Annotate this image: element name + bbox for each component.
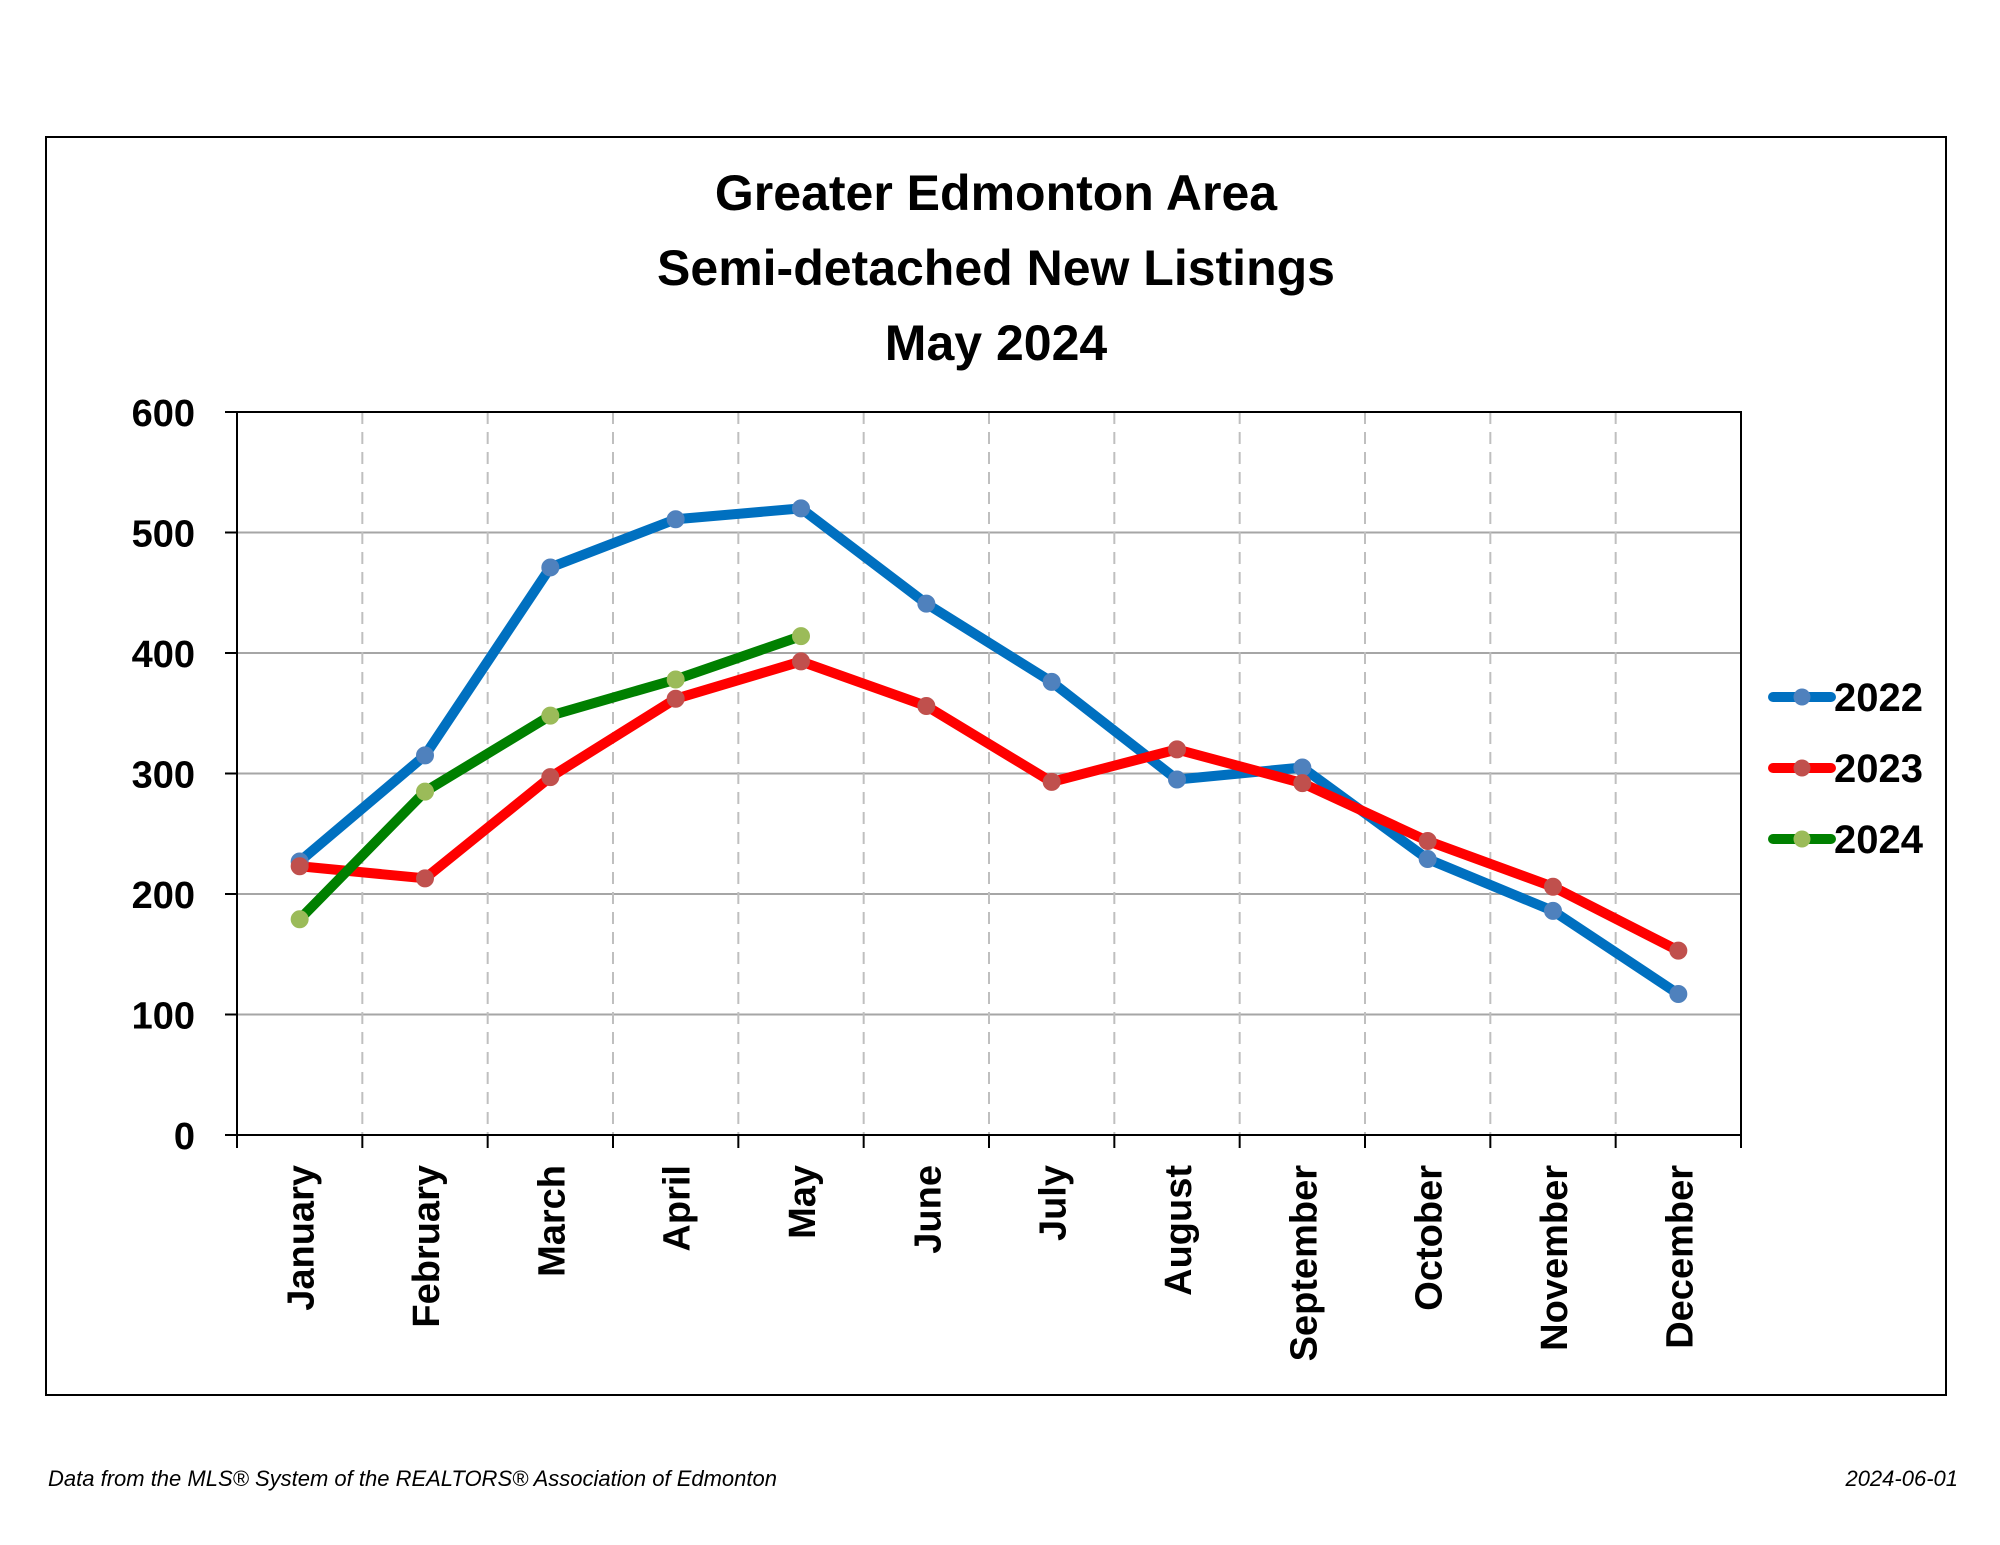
x-tick-label: March	[531, 1165, 573, 1277]
x-tick-label: August	[1158, 1165, 1200, 1296]
chart-title: Greater Edmonton Area Semi-detached New L…	[657, 165, 1335, 371]
data-point-2023	[1544, 877, 1562, 896]
x-tick-label: June	[907, 1165, 949, 1254]
data-point-2024	[290, 910, 309, 929]
data-point-2023	[541, 768, 560, 787]
x-tick-label: May	[782, 1165, 824, 1239]
data-point-2024	[541, 706, 560, 725]
data-point-2022	[1418, 850, 1437, 869]
data-point-2022	[666, 510, 685, 529]
legend-label-2024: 2024	[1834, 818, 1924, 862]
y-tick-label: 600	[132, 393, 195, 435]
x-tick-label: April	[657, 1165, 699, 1252]
source-note: Data from the MLS® System of the REALTOR…	[48, 1466, 777, 1491]
chart-title-line: May 2024	[885, 315, 1108, 371]
series-line-2023	[294, 656, 1684, 956]
legend-marker-2023	[1793, 759, 1811, 777]
data-point-2022	[1293, 758, 1312, 777]
legend-label-2022: 2022	[1834, 676, 1923, 720]
chart-title-line: Greater Edmonton Area	[715, 165, 1278, 221]
data-point-2023	[416, 869, 434, 888]
series-line-2022	[294, 503, 1684, 1000]
data-point-2023	[666, 689, 685, 708]
legend: 2022 2023 2024	[1768, 676, 1924, 862]
data-point-2023	[917, 697, 936, 716]
legend-marker-2024	[1793, 830, 1811, 848]
y-tick-label: 100	[132, 996, 195, 1038]
data-point-2022	[917, 594, 936, 613]
data-point-2024	[792, 627, 810, 646]
y-tick-label: 200	[132, 875, 195, 917]
data-point-2023	[290, 857, 309, 876]
data-point-2022	[416, 746, 434, 765]
x-tick-label: February	[406, 1165, 448, 1328]
x-tick-label: October	[1409, 1165, 1451, 1311]
data-point-2023	[1669, 941, 1688, 960]
chart-title-line: Semi-detached New Listings	[657, 240, 1335, 296]
data-point-2024	[416, 782, 434, 801]
data-point-2022	[792, 499, 810, 518]
data-point-2022	[1168, 770, 1186, 789]
data-point-2024	[666, 670, 685, 689]
x-tick-label: July	[1033, 1165, 1075, 1241]
legend-label-2023: 2023	[1834, 747, 1923, 791]
x-tick-label: January	[281, 1165, 323, 1311]
x-tick-label: December	[1659, 1165, 1701, 1349]
data-point-2022	[1544, 901, 1562, 920]
x-tick-label: November	[1534, 1165, 1576, 1351]
data-point-2022	[1669, 985, 1688, 1004]
chart-frame	[45, 136, 1947, 1396]
data-point-2023	[1042, 772, 1061, 791]
data-point-2023	[1168, 740, 1186, 759]
x-tick-label: September	[1283, 1165, 1325, 1362]
legend-marker-2022	[1793, 688, 1811, 706]
y-tick-label: 0	[174, 1116, 195, 1158]
data-point-2022	[1042, 672, 1061, 691]
y-tick-label: 300	[132, 755, 195, 797]
data-point-2023	[1293, 774, 1312, 793]
data-point-2023	[1418, 831, 1437, 850]
data-point-2023	[792, 652, 810, 671]
y-tick-label: 500	[132, 514, 195, 556]
series	[290, 499, 1688, 1004]
y-tick-label: 400	[132, 634, 195, 676]
data-point-2022	[541, 558, 560, 577]
axes: 0 100 200 300 400 500 600 January February March A…	[132, 393, 1742, 1362]
date-note: 2024-06-01	[1845, 1466, 1958, 1491]
